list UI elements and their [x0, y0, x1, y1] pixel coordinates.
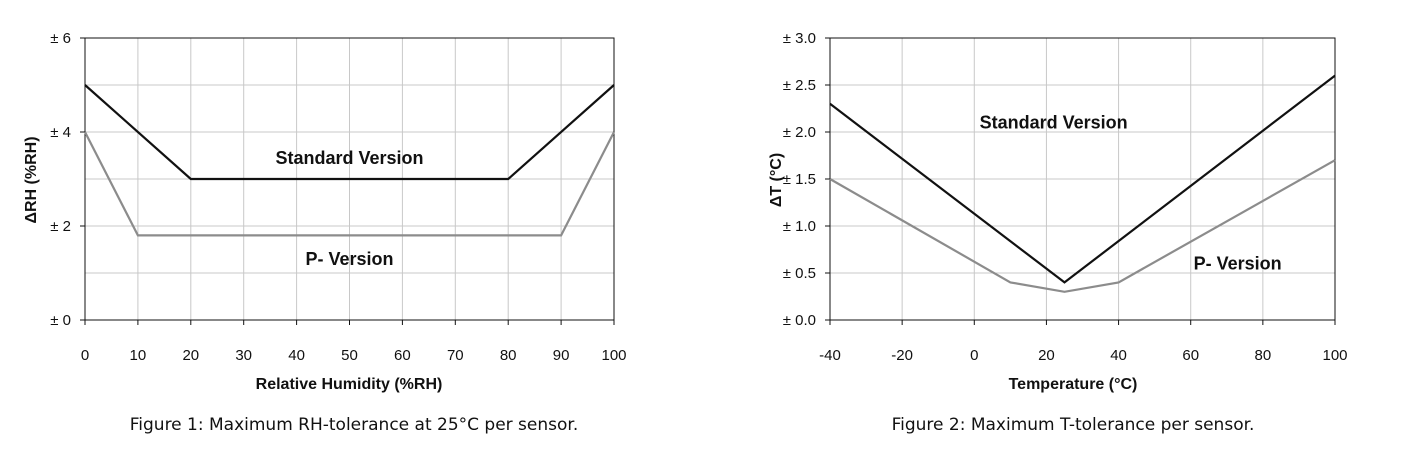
y-tick-label: ± 6: [50, 30, 71, 47]
series-line-p-version: [84, 131, 615, 237]
series-line-standard-version: [84, 84, 615, 181]
y-tick-label: ± 0.0: [783, 312, 816, 329]
x-tick-label: 60: [1182, 347, 1199, 364]
x-axis-title: Relative Humidity (%RH): [256, 376, 443, 393]
series-label-standard-version: Standard Version: [980, 113, 1128, 133]
x-tick-label: 100: [1322, 347, 1347, 364]
chart-1: ± 0 ± 2 ± 4 ± 6 0 10 20 30 40 50 60 70 80 90 100 Standa…: [23, 30, 627, 435]
figure-caption: Figure 1: Maximum RH-tolerance at 25°C p…: [130, 415, 579, 435]
x-tick-label: 10: [130, 347, 147, 364]
series-label-p-version: P- Version: [1194, 254, 1282, 274]
series-line-standard-version: [829, 74, 1336, 284]
y-tick-label: ± 1.0: [783, 218, 816, 235]
y-tick-label: ± 0.5: [783, 265, 816, 282]
y-tick-label: ± 0: [50, 312, 71, 329]
x-tick-label: 40: [1110, 347, 1127, 364]
y-tick-label: ± 1.5: [783, 171, 816, 188]
x-tick-label: -40: [819, 347, 841, 364]
y-axis-title: ΔRH (%RH): [23, 136, 40, 223]
y-tick-label: ± 2.0: [783, 124, 816, 141]
x-tick-label: 50: [341, 347, 358, 364]
y-tick-label: ± 3.0: [783, 30, 816, 47]
series-label-p-version: P- Version: [305, 249, 393, 269]
x-tick-label: 0: [970, 347, 978, 364]
x-tick-label: 20: [182, 347, 199, 364]
x-tick-label: 100: [601, 347, 626, 364]
x-tick-label: 80: [1255, 347, 1272, 364]
x-tick-label: 20: [1038, 347, 1055, 364]
x-tick-label: 70: [447, 347, 464, 364]
x-tick-label: 80: [500, 347, 517, 364]
x-tick-label: 0: [81, 347, 89, 364]
x-axis-title: Temperature (°C): [1009, 376, 1138, 393]
y-axis-title: ΔT (°C): [768, 153, 785, 207]
figure-caption: Figure 2: Maximum T-tolerance per sensor…: [892, 415, 1255, 435]
chart-2: ± 0.0 ± 0.5 ± 1.0 ± 1.5 ± 2.0 ± 2.5 ± 3.0 -40 -2…: [768, 30, 1348, 435]
y-tick-label: ± 2: [50, 218, 71, 235]
x-tick-label: 40: [288, 347, 305, 364]
series-line-p-version: [829, 159, 1336, 293]
y-tick-label: ± 2.5: [783, 77, 816, 94]
x-tick-label: 30: [235, 347, 252, 364]
x-tick-label: 60: [394, 347, 411, 364]
x-tick-label: 90: [553, 347, 570, 364]
y-tick-label: ± 4: [50, 124, 71, 141]
x-tick-label: -20: [891, 347, 913, 364]
series-label-standard-version: Standard Version: [275, 148, 423, 168]
